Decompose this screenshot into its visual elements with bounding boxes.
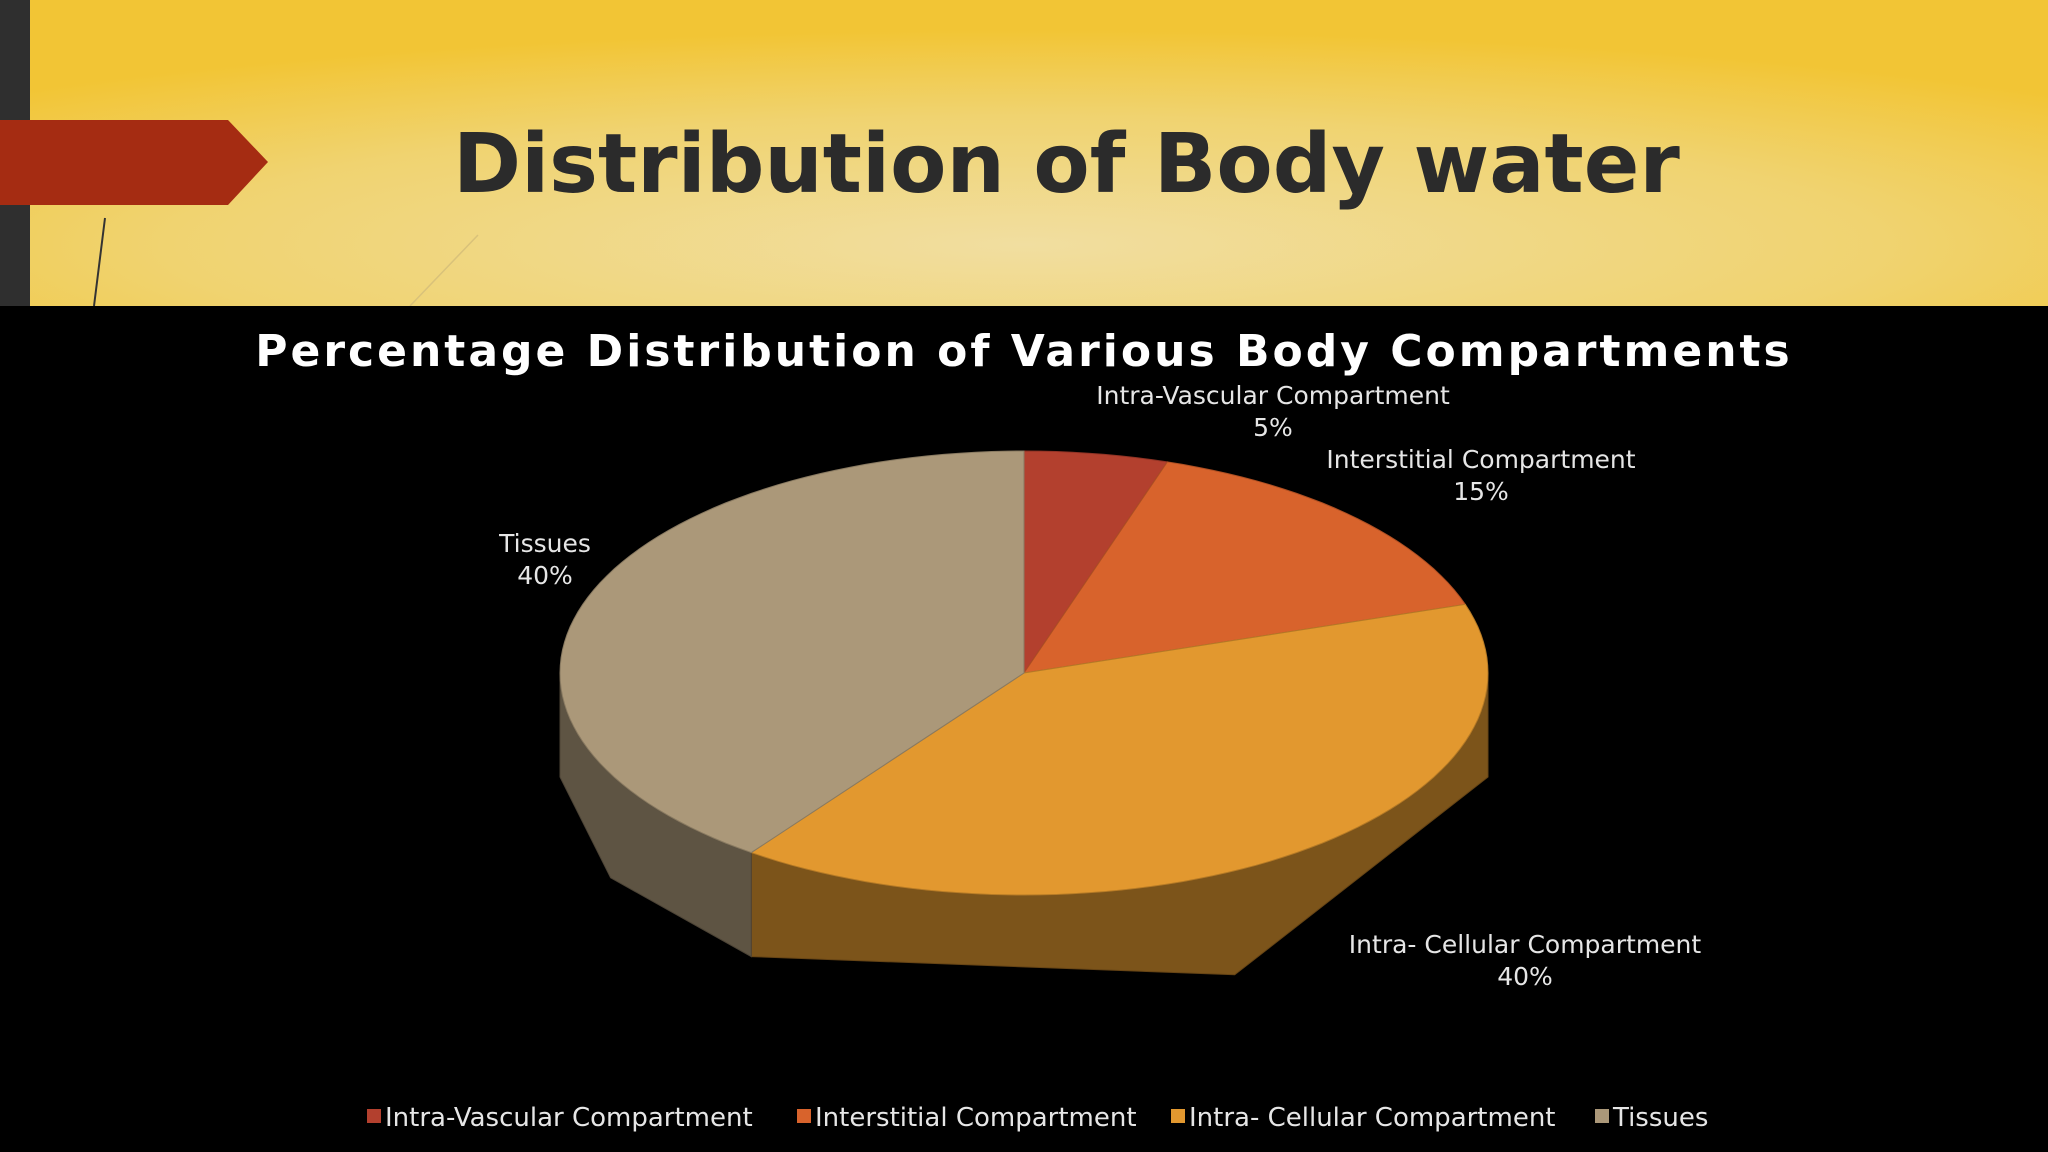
legend: Intra-Vascular Compartment Interstitial C…: [367, 1103, 1708, 1133]
legend-swatch: [797, 1109, 811, 1123]
title-arrow: [0, 120, 268, 205]
data-label-value: 40%: [1497, 962, 1553, 991]
data-label-value: 15%: [1453, 477, 1509, 506]
legend-label: Intra-Vascular Compartment: [385, 1103, 753, 1133]
slice: [1022, 461, 1467, 674]
slice: [1023, 450, 1169, 675]
decor-line: [93, 217, 106, 307]
legend-label: Intra- Cellular Compartment: [1189, 1103, 1556, 1133]
legend-swatch: [1171, 1109, 1185, 1123]
slice: [750, 603, 1489, 896]
legend-swatch: [367, 1109, 381, 1123]
decor-line: [409, 234, 479, 307]
pie: [559, 450, 1489, 976]
slide-title: Distribution of Body water: [453, 117, 1680, 212]
data-label-name: Interstitial Compartment: [1326, 445, 1635, 474]
data-label-name: Intra-Vascular Compartment: [1096, 381, 1450, 410]
legend-label: Interstitial Compartment: [815, 1103, 1137, 1133]
data-label-name: Intra- Cellular Compartment: [1349, 930, 1702, 959]
chart-title: Percentage Distribution of Various Body …: [255, 326, 1793, 377]
data-label-value: 40%: [517, 561, 573, 590]
legend-swatch: [1595, 1109, 1609, 1123]
data-label-value: 5%: [1253, 413, 1293, 442]
data-labels: Intra-Vascular Compartment 5% Interstitial…: [498, 381, 1701, 991]
header-band: [0, 0, 2048, 306]
legend-label: Tissues: [1612, 1103, 1708, 1133]
data-label-name: Tissues: [498, 529, 591, 558]
slice: [559, 450, 1025, 854]
